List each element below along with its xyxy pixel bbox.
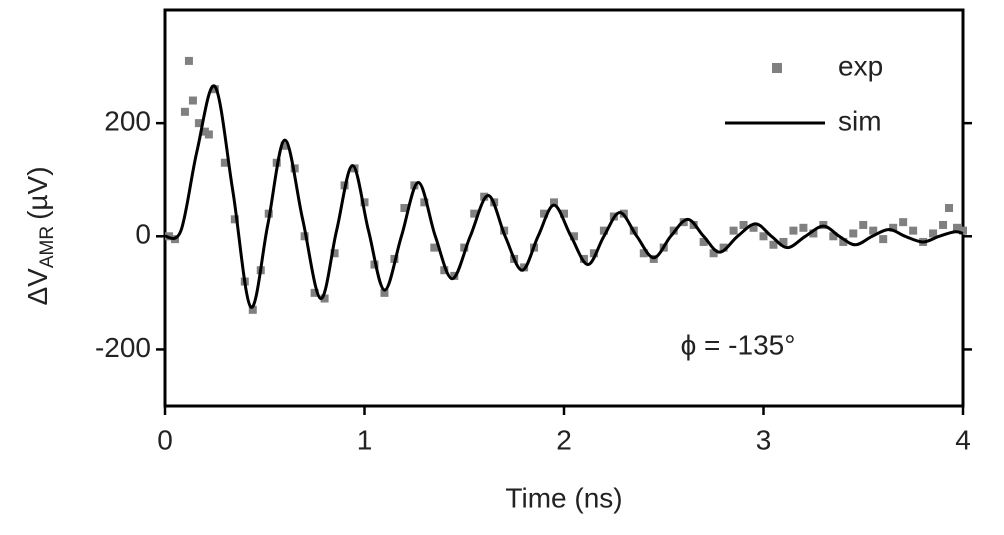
exp-point	[789, 226, 798, 235]
x-tick-label: 4	[955, 424, 971, 455]
y-axis-label: ΔVAMR (µV)	[22, 166, 58, 305]
exp-point	[739, 220, 748, 229]
exp-point	[729, 226, 738, 235]
exp-point	[280, 141, 289, 150]
y-tick-label: -200	[95, 332, 151, 363]
exp-point	[569, 232, 578, 241]
y-label-main: ΔV	[22, 268, 53, 306]
exp-point	[929, 229, 938, 238]
exp-point	[953, 223, 962, 232]
exp-point	[320, 294, 329, 303]
exp-point	[360, 198, 369, 207]
exp-point	[889, 223, 898, 232]
exp-point	[400, 204, 409, 212]
exp-point	[599, 226, 608, 235]
exp-point	[799, 223, 808, 232]
y-label-sub: AMR	[37, 226, 58, 268]
exp-point	[809, 229, 818, 238]
y-label-unit: (µV)	[22, 166, 53, 219]
exp-point	[829, 232, 838, 241]
sim-line	[164, 84, 964, 309]
x-tick-label: 2	[556, 424, 572, 455]
exp-point	[839, 237, 848, 246]
exp-point	[579, 254, 588, 263]
plot-frame	[163, 8, 965, 408]
exp-point	[749, 223, 758, 232]
exp-point	[440, 266, 449, 275]
y-tick-label: 200	[104, 106, 151, 137]
exp-point	[699, 237, 708, 246]
exp-point	[879, 235, 888, 244]
exp-point	[899, 218, 908, 227]
annotation: ϕ = -135°	[681, 329, 796, 360]
exp-point	[180, 107, 189, 116]
exp-point	[310, 288, 319, 297]
exp-point	[709, 249, 718, 258]
legend-label: sim	[838, 105, 882, 136]
exp-point	[420, 198, 429, 207]
exp-point	[220, 158, 229, 167]
exp-point	[248, 305, 257, 314]
exp-point	[859, 220, 868, 229]
exp-point	[869, 226, 878, 235]
exp-point	[589, 249, 598, 258]
exp-point	[380, 288, 389, 297]
exp-point	[849, 229, 858, 238]
legend-label: exp	[838, 50, 883, 81]
x-tick-label: 1	[357, 424, 373, 455]
exp-point	[330, 249, 339, 258]
exp-point	[945, 204, 954, 212]
exp-point	[769, 240, 778, 249]
exp-point	[719, 243, 728, 252]
legend-marker	[772, 63, 782, 73]
exp-point	[560, 209, 568, 218]
exp-point	[194, 119, 203, 128]
exp-point	[909, 226, 918, 235]
exp-point	[230, 215, 239, 224]
y-tick-label: 0	[135, 219, 151, 250]
exp-point	[939, 220, 948, 229]
x-axis-label: Time (ns)	[505, 482, 622, 513]
exp-point	[470, 209, 479, 218]
exp-point	[188, 96, 197, 105]
exp-point	[779, 237, 788, 246]
x-tick-label: 0	[157, 424, 173, 455]
exp-point	[540, 209, 549, 218]
exp-point	[184, 56, 193, 65]
exp-point	[430, 243, 439, 252]
exp-point	[639, 249, 648, 258]
exp-point	[959, 226, 967, 235]
exp-point	[759, 232, 768, 241]
x-tick-label: 3	[756, 424, 772, 455]
exp-point	[550, 198, 559, 207]
exp-point	[204, 130, 213, 139]
exp-point	[460, 243, 469, 252]
